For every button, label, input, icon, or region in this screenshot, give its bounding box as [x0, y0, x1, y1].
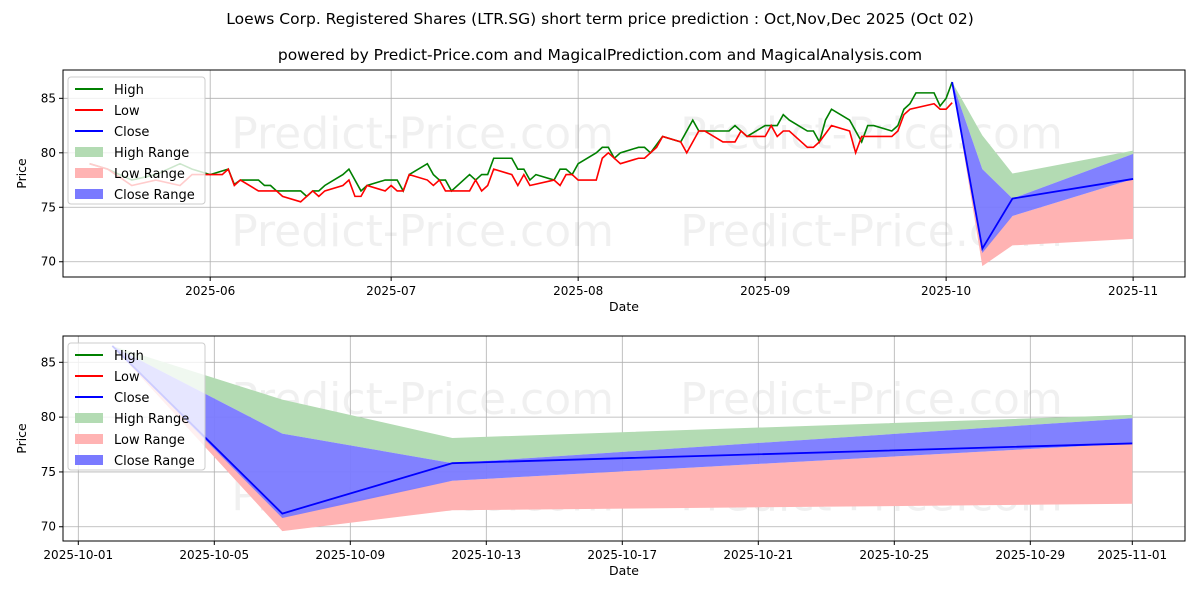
y-tick-label: 70 [41, 520, 56, 534]
close-range-band [112, 345, 1133, 518]
x-tick-label: 2025-10-25 [859, 548, 929, 562]
close-line [951, 81, 1134, 252]
history-plot: Predict-Price.com Predict-Price.com Predic… [14, 69, 1186, 314]
y-axis-label: Price [14, 423, 29, 454]
watermark-text: Predict-Price.com [231, 109, 614, 160]
legend: High Low Close High Range Low Range Close Ran… [67, 342, 206, 471]
legend-label: High [114, 83, 144, 98]
y-tick-label: 75 [41, 200, 56, 214]
axes-frame [62, 69, 1186, 278]
legend-label: High Range [114, 412, 189, 427]
x-tick-label: 2025-08 [553, 284, 603, 298]
x-tick-label: 2025-09 [740, 284, 790, 298]
legend-swatch-close-range [75, 189, 103, 199]
watermark-text: Predict-Price.com [680, 109, 1063, 160]
x-tick-label: 2025-06 [185, 284, 235, 298]
y-tick-label: 85 [41, 91, 56, 105]
legend-swatch-low-range [75, 434, 103, 444]
high-range-band [952, 81, 1134, 199]
legend-label: High Range [114, 146, 189, 161]
legend: High Low Close High Range Low Range Close Ran… [67, 76, 206, 205]
x-tick-label: 2025-10-29 [995, 548, 1065, 562]
y-tick-label: 75 [41, 465, 56, 479]
forecast-plot: Predict-Price.comPredict-Price.comPredic… [14, 335, 1186, 578]
axes-frame [62, 335, 1186, 542]
legend-label: Close [114, 391, 149, 406]
low-range-band [952, 81, 1134, 267]
legend-label: Close [114, 125, 149, 140]
low-range-band [112, 345, 1133, 532]
legend-swatch-low-range [75, 168, 103, 178]
legend-swatch-high-range [75, 413, 103, 423]
x-tick-label: 2025-10-21 [723, 548, 793, 562]
low-line [89, 102, 953, 203]
x-tick-label: 2025-10-05 [179, 548, 249, 562]
y-tick-label: 80 [41, 410, 56, 424]
x-axis-label: Date [609, 299, 639, 314]
legend-label: Close Range [114, 454, 195, 469]
x-tick-label: 2025-10-01 [43, 548, 113, 562]
y-tick-label: 70 [41, 255, 56, 269]
close-range-band [952, 81, 1134, 254]
watermark-text: Predict-Price.com [680, 374, 1063, 425]
legend-label: Low Range [114, 433, 185, 448]
legend-label: Low [114, 370, 140, 385]
chart-title: Loews Corp. Registered Shares (LTR.SG) s… [226, 10, 974, 28]
series-group [89, 81, 1134, 267]
y-tick-label: 80 [41, 146, 56, 160]
y-tick-label: 85 [41, 355, 56, 369]
chart-subtitle: powered by Predict-Price.com and Magical… [277, 46, 923, 64]
legend-label: High [114, 349, 144, 364]
high-line [89, 81, 953, 198]
x-tick-label: 2025-10-13 [451, 548, 521, 562]
x-tick-label: 2025-10-09 [315, 548, 385, 562]
x-tick-label: 2025-07 [366, 284, 416, 298]
x-axis-label: Date [609, 563, 639, 578]
legend-label: Low Range [114, 167, 185, 182]
y-axis-label: Price [14, 158, 29, 189]
legend-swatch-high-range [75, 147, 103, 157]
x-tick-label: 2025-10-17 [587, 548, 657, 562]
legend-label: Close Range [114, 188, 195, 203]
legend-swatch-close-range [75, 455, 103, 465]
x-tick-label: 2025-11 [1108, 284, 1158, 298]
watermark-text: Predict-Price.com [231, 206, 614, 257]
x-tick-label: 2025-11-01 [1097, 548, 1167, 562]
high-range-band [112, 345, 1133, 464]
legend-label: Low [114, 104, 140, 119]
x-tick-label: 2025-10 [921, 284, 971, 298]
